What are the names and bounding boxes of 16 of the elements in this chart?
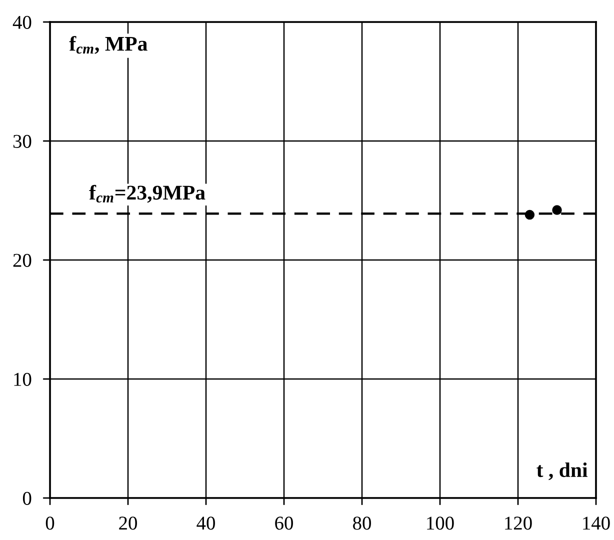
y-tick-label: 40: [12, 16, 32, 29]
x-tick-label: 20: [119, 516, 137, 530]
y-tick-label: 10: [14, 372, 32, 386]
y-tick-label: 30: [13, 134, 32, 148]
y-tick-label: 0: [22, 492, 32, 505]
x-axis-title: t , dni: [536, 462, 588, 480]
x-tick-label: 40: [196, 516, 215, 530]
y-axis-title: f$_{cm}$, MPa: [69, 36, 148, 54]
x-tick-label: 80: [353, 516, 371, 530]
x-tick-label: 100: [427, 516, 454, 530]
y-tick-label: 20: [13, 254, 32, 267]
x-tick-label: 140: [583, 516, 610, 530]
ref-line-label: f$_{cm}$=23,9MPa: [89, 184, 206, 203]
x-tick-label: 0: [46, 516, 54, 530]
x-tick-label: 120: [505, 516, 532, 530]
x-tick-label: 60: [275, 516, 293, 530]
